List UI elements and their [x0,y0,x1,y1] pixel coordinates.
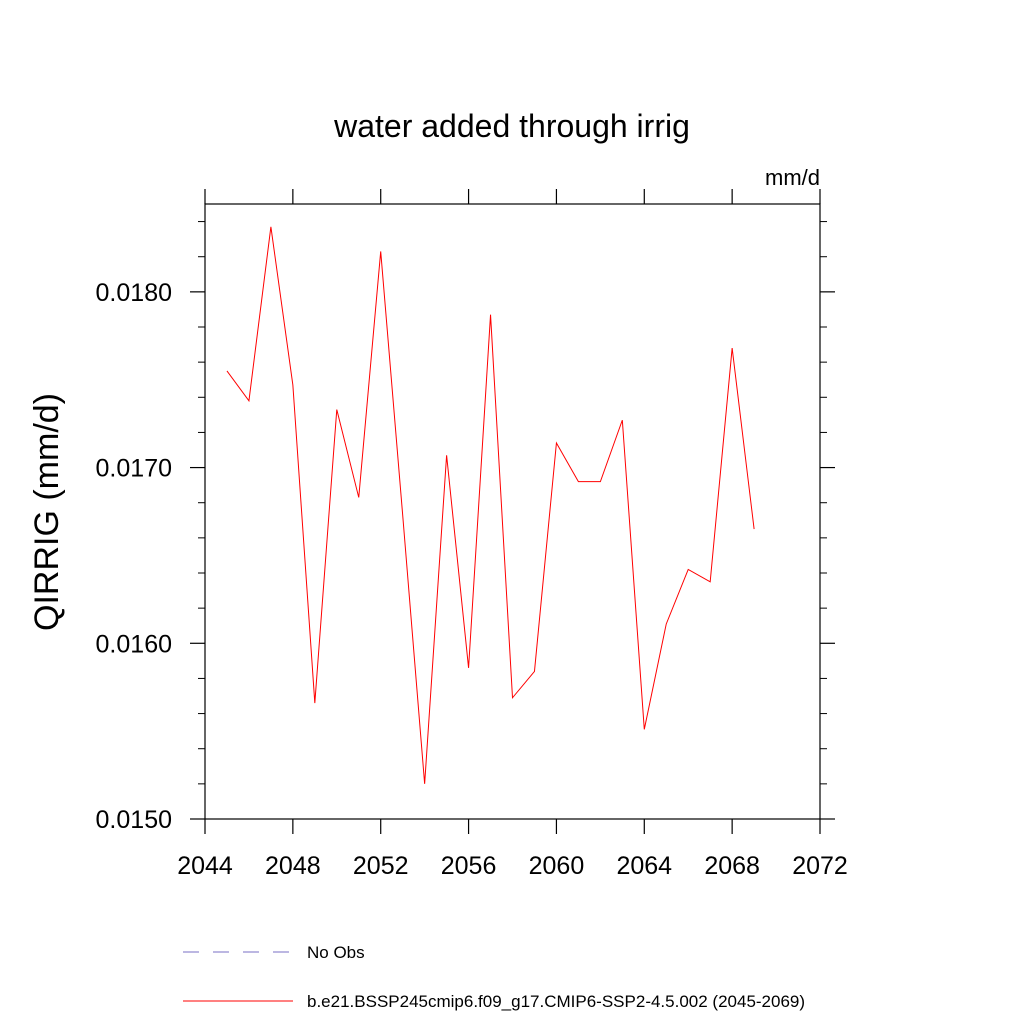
x-tick-label: 2044 [177,852,233,880]
x-tick-label: 2072 [792,852,848,880]
x-axis: 2044 2048 2052 2056 2060 2064 2068 2072 [177,189,848,880]
y-tick-label: 0.0170 [96,455,172,483]
chart-title: water added through irrig [333,108,690,144]
x-tick-label: 2052 [353,852,409,880]
plot-frame [204,203,821,820]
y-tick-label: 0.0180 [96,279,172,307]
x-tick-label: 2056 [441,852,497,880]
x-tick-label: 2064 [616,852,672,880]
legend: No Obs b.e21.BSSP245cmip6.f09_g17.CMIP6-… [183,943,805,1011]
y-axis-label: QIRRIG (mm/d) [28,393,66,631]
y-tick-label: 0.0150 [96,806,172,834]
legend-label-model-run: b.e21.BSSP245cmip6.f09_g17.CMIP6-SSP2-4.… [307,992,805,1011]
series-group [226,226,755,784]
legend-label-no-obs: No Obs [307,943,365,962]
x-tick-label: 2068 [704,852,760,880]
y-tick-label: 0.0160 [96,630,172,658]
x-tick-label: 2048 [265,852,321,880]
series-line [226,226,755,784]
y-axis: 0.0150 0.0160 0.0170 0.0180 [96,221,835,834]
x-tick-label: 2060 [529,852,585,880]
units-label: mm/d [765,165,820,190]
